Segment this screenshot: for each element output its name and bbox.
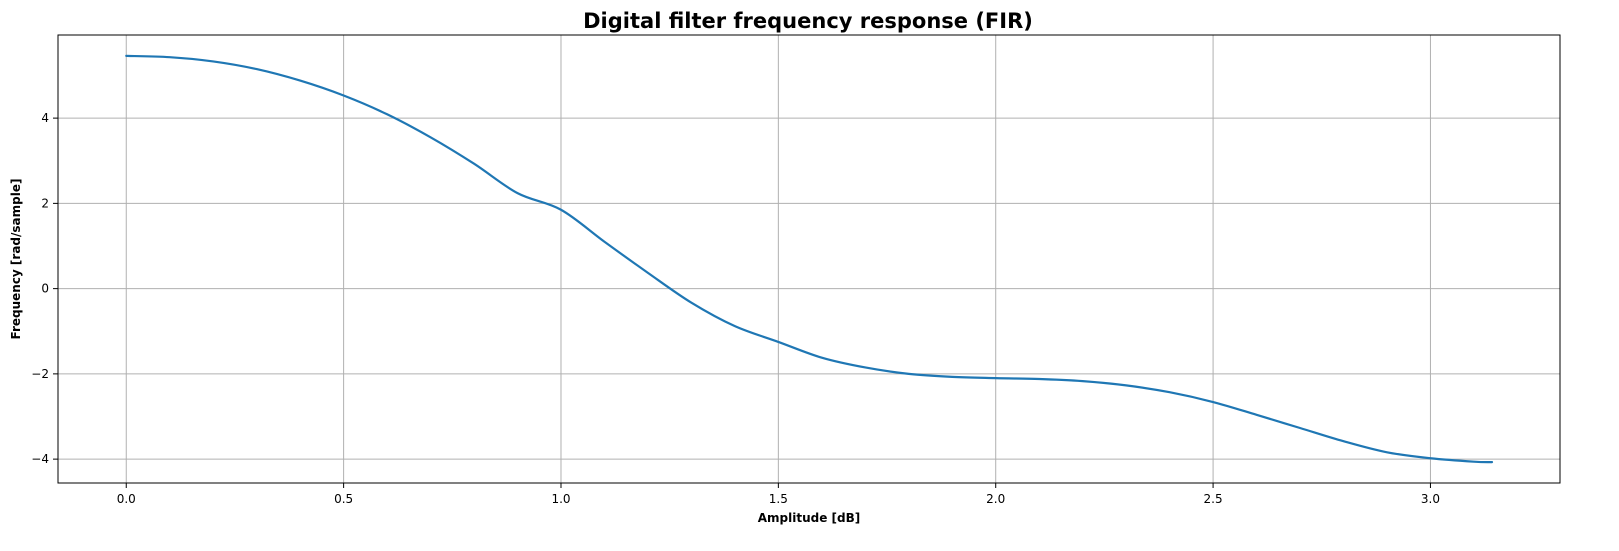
x-tick-label: 0.0 bbox=[117, 492, 136, 506]
x-tick-label: 2.0 bbox=[986, 492, 1005, 506]
x-tick-label: 1.0 bbox=[551, 492, 570, 506]
plot-frame bbox=[57, 34, 1561, 484]
grid bbox=[58, 35, 1560, 483]
chart-title: Digital filter frequency response (FIR) bbox=[583, 9, 1033, 33]
x-tick-label: 0.5 bbox=[334, 492, 353, 506]
y-tick-label: −2 bbox=[31, 367, 49, 381]
y-tick-label: 2 bbox=[41, 196, 49, 210]
y-tick-label: 4 bbox=[41, 111, 49, 125]
y-axis-label: Frequency [rad/sample] bbox=[9, 179, 23, 340]
x-tick-label: 2.5 bbox=[1204, 492, 1223, 506]
series-line bbox=[125, 54, 1494, 464]
y-tick-label: −4 bbox=[31, 452, 49, 466]
x-tick-label: 3.0 bbox=[1421, 492, 1440, 506]
x-tick-label: 1.5 bbox=[769, 492, 788, 506]
y-tick-label: 0 bbox=[41, 282, 49, 296]
series-layer bbox=[125, 54, 1494, 464]
x-axis-label: Amplitude [dB] bbox=[758, 511, 861, 525]
ticks: 0.0 0.5 1.0 1.5 2.0 2.5 3.0 −4 −2 0 2 4 bbox=[31, 111, 1440, 506]
